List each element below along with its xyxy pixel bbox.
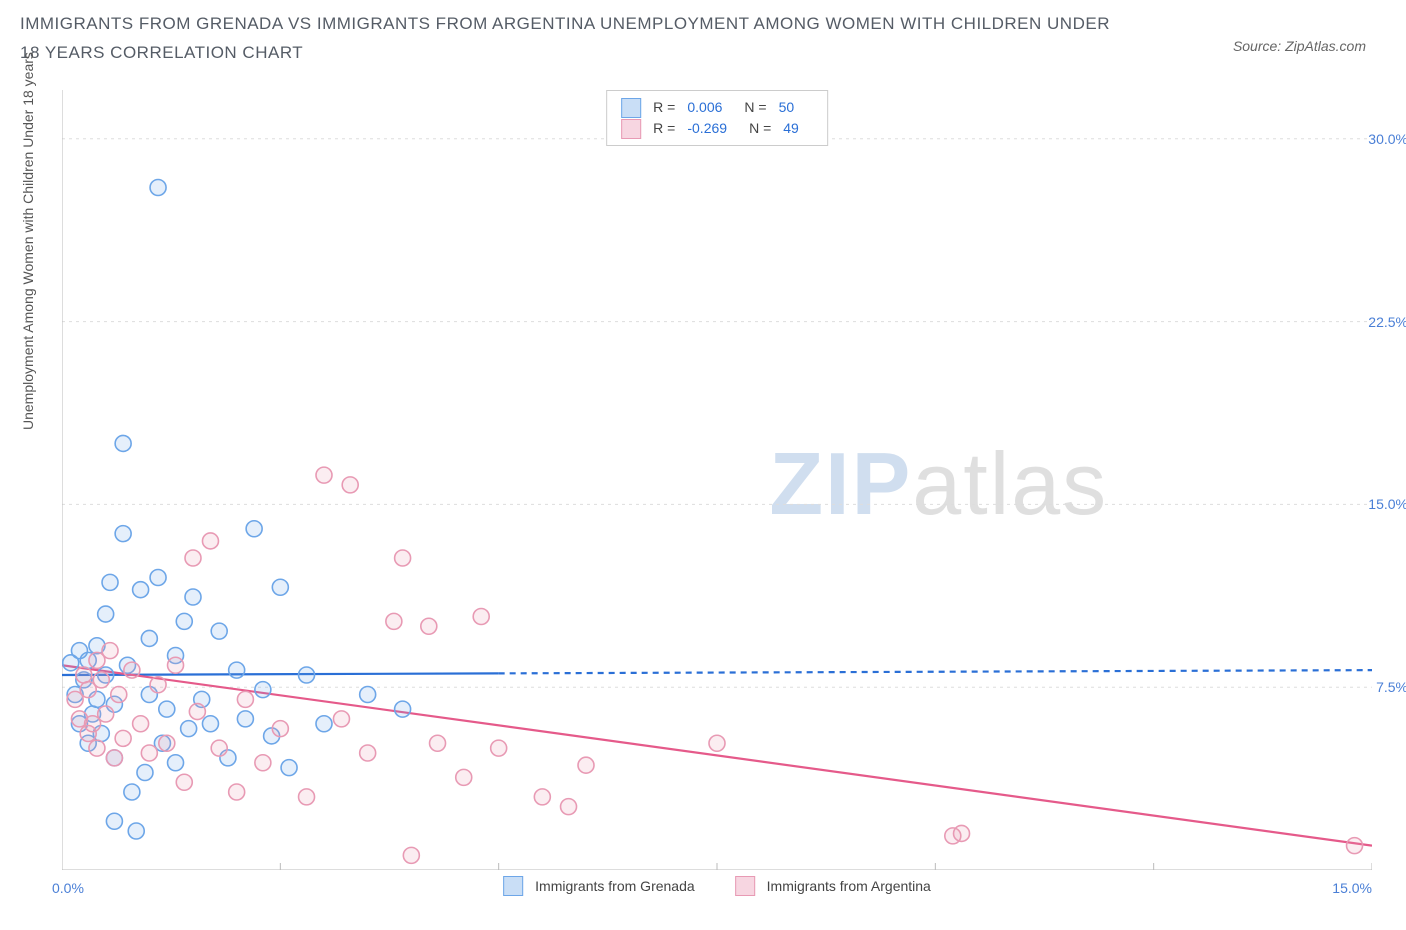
legend-label-1: Immigrants from Argentina — [767, 878, 931, 894]
n-value-0: 50 — [779, 97, 795, 118]
n-label-1: N = — [749, 118, 771, 139]
legend-label-0: Immigrants from Grenada — [535, 878, 695, 894]
x-tick-min: 0.0% — [52, 880, 84, 896]
y-tick-label: 7.5% — [1376, 679, 1406, 695]
legend-item-0: Immigrants from Grenada — [503, 876, 695, 896]
source-label: Source: ZipAtlas.com — [1233, 38, 1366, 54]
scatter-plot — [62, 90, 1372, 870]
swatch-bottom-1 — [735, 876, 755, 896]
x-tick-max: 15.0% — [1332, 880, 1372, 896]
chart-area: ZIPatlas R = 0.006 N = 50 R = -0.269 N =… — [62, 90, 1372, 870]
stats-row-1: R = -0.269 N = 49 — [621, 118, 813, 139]
swatch-bottom-0 — [503, 876, 523, 896]
n-value-1: 49 — [783, 118, 799, 139]
chart-title: IMMIGRANTS FROM GRENADA VS IMMIGRANTS FR… — [20, 10, 1120, 68]
stats-row-0: R = 0.006 N = 50 — [621, 97, 813, 118]
y-tick-label: 30.0% — [1368, 131, 1406, 147]
n-label-0: N = — [744, 97, 766, 118]
swatch-series-1 — [621, 119, 641, 139]
r-label-1: R = — [653, 118, 675, 139]
r-value-0: 0.006 — [687, 97, 722, 118]
r-label-0: R = — [653, 97, 675, 118]
series-legend: Immigrants from Grenada Immigrants from … — [503, 876, 931, 896]
y-axis-label: Unemployment Among Women with Children U… — [20, 52, 36, 430]
legend-item-1: Immigrants from Argentina — [735, 876, 931, 896]
r-value-1: -0.269 — [687, 118, 727, 139]
stats-legend: R = 0.006 N = 50 R = -0.269 N = 49 — [606, 90, 828, 146]
chart-header: IMMIGRANTS FROM GRENADA VS IMMIGRANTS FR… — [20, 10, 1366, 68]
y-tick-label: 22.5% — [1368, 314, 1406, 330]
swatch-series-0 — [621, 98, 641, 118]
y-tick-label: 15.0% — [1368, 496, 1406, 512]
